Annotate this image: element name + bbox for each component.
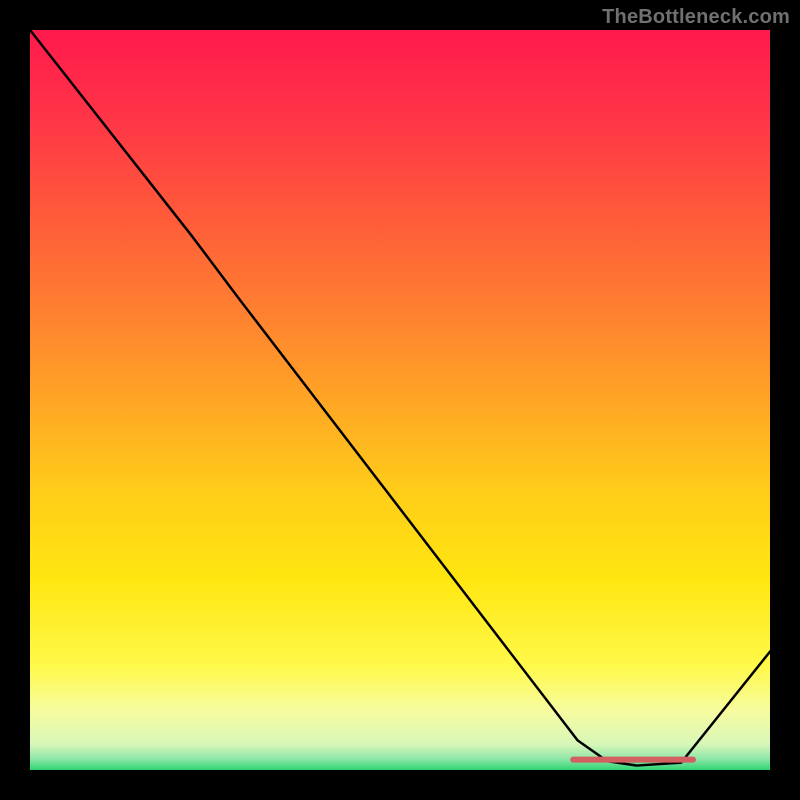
chart-stage: TheBottleneck.com [0, 0, 800, 800]
optimum-marker [570, 757, 696, 763]
gradient-background [30, 30, 770, 770]
gradient-line-chart [0, 0, 800, 800]
